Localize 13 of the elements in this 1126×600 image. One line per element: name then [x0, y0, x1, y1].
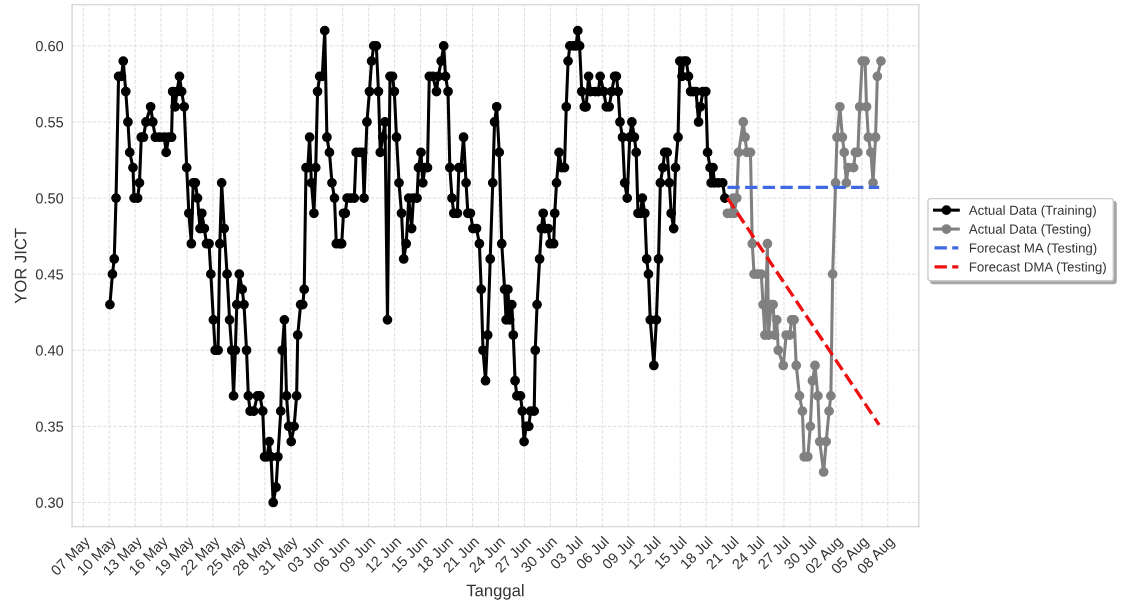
- y-axis-title: YOR JICT: [14, 228, 27, 304]
- y-tick-label: 0.55: [35, 117, 64, 128]
- y-tick-label: 0.35: [35, 421, 64, 432]
- y-tick-label: 0.40: [35, 345, 64, 356]
- y-tick-label: 0.50: [35, 193, 64, 204]
- legend-label: Actual Data (Training): [968, 205, 1096, 218]
- legend-label: Actual Data (Testing): [968, 224, 1091, 237]
- y-tick-label: 0.45: [35, 269, 64, 280]
- legend-label: Forecast MA (Testing): [969, 243, 1097, 256]
- y-tick-label: 0.60: [35, 40, 64, 52]
- x-axis-title: Tanggal: [466, 584, 524, 600]
- y-tick-label: 0.30: [35, 497, 64, 508]
- legend-label: Forecast DMA (Testing): [969, 261, 1106, 275]
